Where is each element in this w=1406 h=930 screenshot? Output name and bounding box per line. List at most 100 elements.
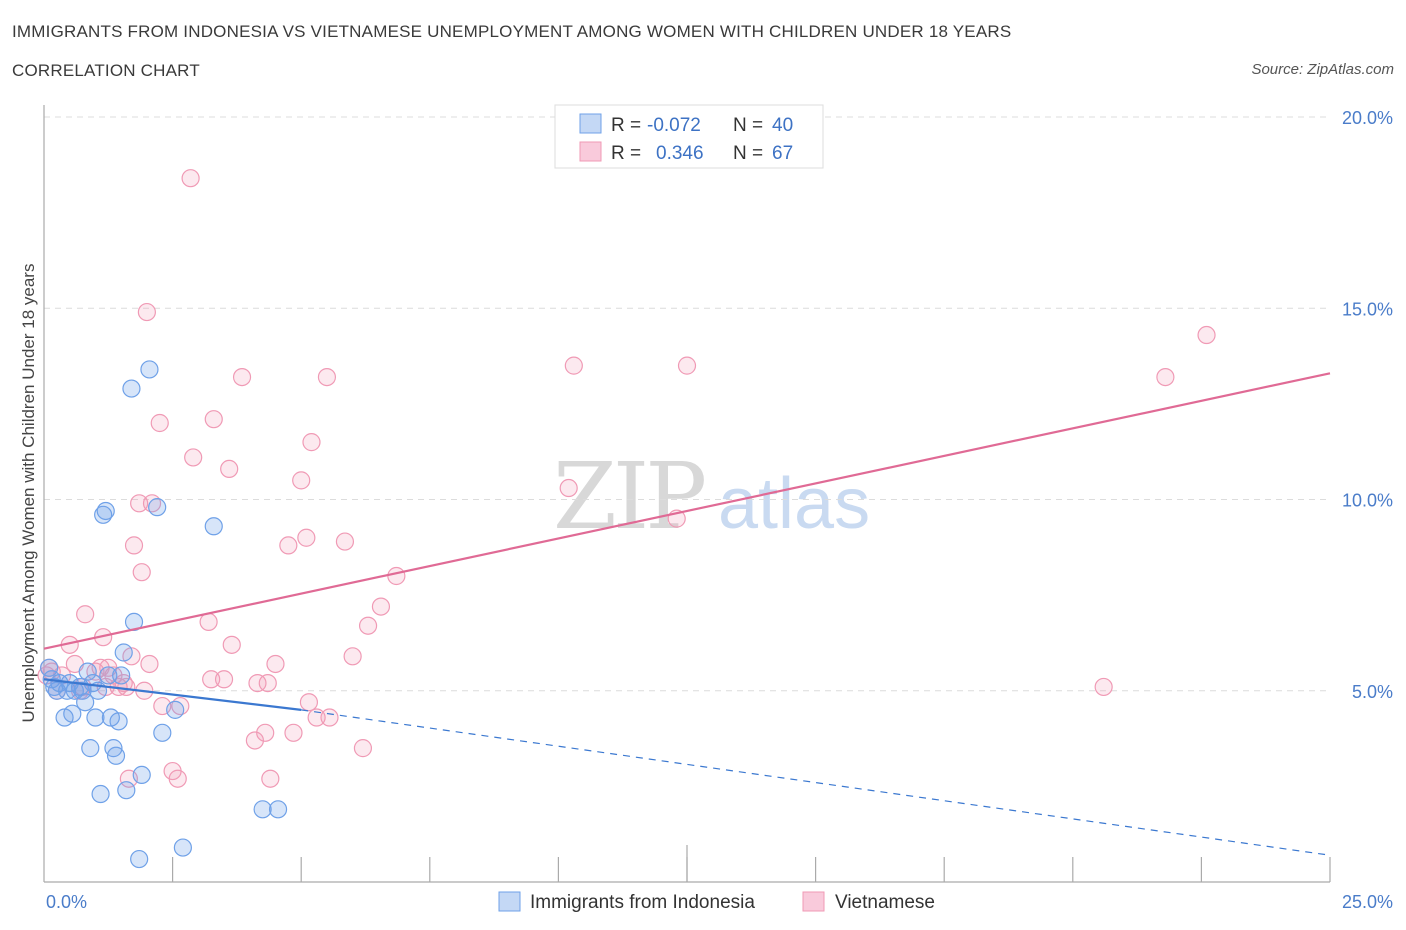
chart-title: IMMIGRANTS FROM INDONESIA VS VIETNAMESE … [12, 22, 1012, 41]
point-vietnamese [204, 410, 223, 429]
point-vietnamese [371, 597, 391, 616]
gridlines [44, 116, 1330, 692]
x-tick-label-min: 0.0% [46, 892, 87, 912]
watermark-zip: ZIP [553, 443, 704, 550]
point-vietnamese [132, 563, 151, 582]
bottom-legend-swatch-indonesia [498, 891, 521, 912]
point-vietnamese [343, 647, 362, 666]
point-vietnamese [117, 677, 136, 697]
point-indonesia [40, 658, 59, 677]
point-indonesia [99, 666, 118, 685]
point-indonesia [96, 501, 115, 521]
point-vietnamese [184, 448, 203, 467]
point-indonesia [148, 498, 167, 517]
chart-subtitle: CORRELATION CHART [12, 61, 200, 80]
point-vietnamese [168, 769, 187, 788]
point-indonesia [109, 712, 128, 731]
legend-r-value-indonesia: -0.072 [647, 115, 701, 136]
point-vietnamese [261, 769, 280, 788]
trend-lines [43, 372, 1331, 856]
point-indonesia [140, 360, 159, 379]
point-vietnamese [137, 302, 156, 322]
point-indonesia [114, 643, 133, 662]
point-indonesia [91, 784, 110, 804]
legend-n-value-indonesia: 40 [772, 115, 793, 136]
point-indonesia [122, 379, 141, 398]
y-tick-label: 10.0% [1342, 491, 1393, 511]
point-vietnamese [320, 708, 339, 727]
y-axis-label: Unemployment Among Women with Children U… [19, 264, 38, 723]
point-vietnamese [150, 413, 169, 433]
point-vietnamese [279, 536, 298, 555]
point-indonesia [268, 800, 288, 819]
bottom-legend-label-vietnamese: Vietnamese [835, 892, 935, 913]
point-vietnamese [124, 536, 144, 555]
point-vietnamese [199, 612, 218, 632]
legend-n-label-vietnamese: N = [733, 143, 763, 164]
point-indonesia [253, 800, 272, 819]
y-tick-label: 15.0% [1342, 299, 1393, 319]
legend-swatch-vietnamese [579, 141, 602, 162]
trend-line-indonesia [43, 678, 302, 711]
legend-r-label-indonesia: R = [611, 115, 641, 136]
point-vietnamese [232, 368, 252, 387]
point-vietnamese [1094, 677, 1113, 697]
y-tick-label: 20.0% [1342, 108, 1393, 128]
point-vietnamese [222, 635, 241, 654]
point-indonesia [106, 746, 126, 765]
point-indonesia [78, 662, 97, 681]
point-indonesia [73, 681, 92, 700]
point-indonesia [117, 781, 136, 800]
point-vietnamese [76, 605, 95, 624]
point-indonesia [153, 723, 172, 742]
point-vietnamese [214, 670, 234, 689]
legend-r-label-vietnamese: R = [611, 143, 641, 164]
point-vietnamese [297, 528, 316, 547]
point-vietnamese [292, 471, 311, 490]
series-indonesia [40, 360, 288, 869]
point-vietnamese [181, 169, 200, 188]
point-indonesia [204, 517, 223, 536]
point-vietnamese [307, 708, 326, 727]
point-vietnamese [317, 368, 337, 387]
point-vietnamese [202, 670, 221, 689]
point-vietnamese [564, 356, 583, 375]
stats-legend: R = -0.072 N = 40 R = 0.346 N = 67 [554, 104, 824, 169]
point-vietnamese [284, 723, 303, 742]
y-tick-labels: 5.0% 10.0% 15.0% 20.0% [1342, 108, 1393, 702]
legend-n-value-vietnamese: 67 [772, 143, 793, 164]
point-vietnamese [677, 356, 697, 375]
point-indonesia [166, 700, 185, 719]
y-tick-label: 5.0% [1352, 682, 1393, 702]
point-vietnamese [335, 532, 355, 551]
x-axis-ticks [172, 845, 1331, 882]
legend-n-label-indonesia: N = [733, 115, 763, 136]
bottom-legend-swatch-vietnamese [802, 891, 825, 912]
series-vietnamese [37, 169, 1216, 788]
bottom-legend-label-indonesia: Immigrants from Indonesia [530, 892, 755, 913]
series-legend: Immigrants from Indonesia Vietnamese [498, 891, 935, 913]
watermark: ZIP atlas [553, 443, 870, 550]
point-vietnamese [258, 673, 277, 693]
point-indonesia [86, 708, 105, 727]
legend-swatch-indonesia [579, 113, 602, 134]
point-vietnamese [248, 673, 267, 693]
point-vietnamese [299, 693, 319, 712]
point-vietnamese [302, 433, 321, 452]
point-indonesia [132, 765, 151, 785]
point-vietnamese [256, 723, 275, 742]
point-vietnamese [559, 478, 578, 498]
point-indonesia [81, 739, 100, 758]
x-tick-label-max: 25.0% [1342, 892, 1393, 912]
point-vietnamese [130, 494, 149, 513]
point-indonesia [63, 704, 82, 723]
point-indonesia [76, 693, 95, 712]
point-vietnamese [220, 459, 239, 478]
trend-line-indonesia-extension [301, 709, 1331, 856]
point-vietnamese [358, 616, 378, 635]
point-indonesia [173, 838, 192, 857]
point-vietnamese [245, 731, 265, 750]
trend-line-vietnamese [43, 372, 1331, 650]
point-vietnamese [1156, 368, 1175, 387]
